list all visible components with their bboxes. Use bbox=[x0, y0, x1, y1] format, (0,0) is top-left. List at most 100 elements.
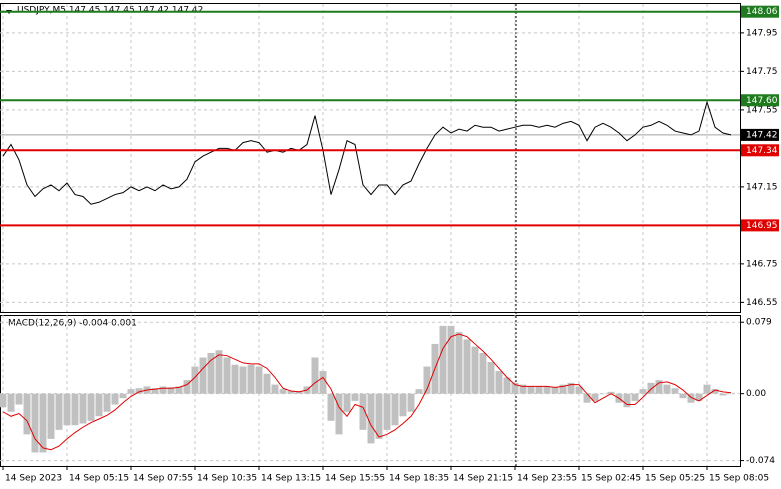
histogram-bar bbox=[247, 364, 255, 394]
histogram-bar bbox=[47, 393, 55, 439]
histogram-bar bbox=[79, 393, 87, 424]
histogram-bar bbox=[399, 393, 407, 417]
y-tick-label: 147.75 bbox=[746, 67, 778, 77]
y-tick-label: 147.95 bbox=[746, 28, 778, 38]
histogram-bar bbox=[343, 393, 351, 412]
x-tick-label: 14 Sep 15:55 bbox=[325, 474, 385, 484]
histogram-bar bbox=[223, 357, 231, 394]
histogram-bar bbox=[215, 350, 223, 394]
histogram-bar bbox=[263, 373, 271, 394]
level-label: 146.95 bbox=[746, 221, 778, 231]
y-tick-label: 146.55 bbox=[746, 298, 778, 308]
histogram-bar bbox=[367, 393, 375, 444]
price-panel bbox=[0, 3, 741, 313]
histogram-bar bbox=[591, 393, 599, 401]
histogram-bar bbox=[535, 386, 543, 394]
histogram-bar bbox=[495, 371, 503, 394]
histogram-bar bbox=[103, 393, 111, 412]
histogram-bar bbox=[95, 393, 103, 417]
histogram-bar bbox=[391, 393, 399, 426]
histogram-bar bbox=[479, 352, 487, 394]
histogram-bar bbox=[63, 393, 71, 426]
histogram-bar bbox=[231, 364, 239, 394]
histogram-bar bbox=[599, 393, 607, 395]
histogram-bar bbox=[583, 393, 591, 403]
x-tick-label: 14 Sep 13:15 bbox=[261, 474, 321, 484]
histogram-bar bbox=[655, 380, 663, 394]
level-label-box bbox=[741, 219, 779, 232]
histogram-bar bbox=[687, 393, 695, 403]
macd-panel bbox=[0, 315, 741, 467]
histogram-bar bbox=[207, 352, 215, 394]
histogram-bar bbox=[439, 325, 447, 394]
histogram-bar bbox=[135, 388, 143, 394]
histogram-bar bbox=[559, 384, 567, 394]
histogram-bar bbox=[31, 393, 39, 453]
histogram-bar bbox=[519, 384, 527, 394]
current-price-box bbox=[741, 128, 779, 141]
histogram-bar bbox=[167, 387, 175, 394]
histogram-bar bbox=[679, 393, 687, 399]
histogram-bar bbox=[575, 386, 583, 394]
histogram-bar bbox=[471, 346, 479, 394]
price-line bbox=[2, 100, 732, 205]
histogram-bar bbox=[639, 389, 647, 394]
histogram-bar bbox=[511, 382, 519, 394]
histogram-bar bbox=[671, 388, 679, 394]
histogram-bar bbox=[191, 366, 199, 394]
histogram-bar bbox=[415, 389, 423, 394]
y-tick-label: 146.75 bbox=[746, 259, 778, 269]
histogram-bar bbox=[631, 393, 639, 401]
histogram-bar bbox=[255, 366, 263, 394]
histogram-bar bbox=[127, 389, 135, 394]
x-tick-label: 14 Sep 21:15 bbox=[453, 474, 513, 484]
histogram-bar bbox=[7, 393, 15, 412]
macd-title: MACD(12,26,9) -0.004 0.001 bbox=[8, 319, 137, 329]
histogram-bar bbox=[719, 393, 727, 396]
y-tick-label: 0.00 bbox=[746, 389, 766, 399]
histogram-bar bbox=[407, 393, 415, 412]
level-label-box bbox=[741, 5, 779, 18]
histogram-bar bbox=[543, 386, 551, 394]
histogram-bar bbox=[183, 380, 191, 394]
current-price-label: 147.42 bbox=[746, 130, 778, 140]
x-tick-label: 14 Sep 10:35 bbox=[197, 474, 257, 484]
histogram-bar bbox=[695, 393, 703, 401]
level-label: 148.06 bbox=[746, 7, 778, 17]
histogram-bar bbox=[199, 357, 207, 394]
histogram-bar bbox=[311, 357, 319, 394]
histogram-bar bbox=[327, 393, 335, 421]
x-tick-label: 14 Sep 05:15 bbox=[69, 474, 129, 484]
x-tick-label: 14 Sep 2023 bbox=[5, 474, 62, 484]
histogram-bar bbox=[727, 393, 735, 395]
level-label: 147.34 bbox=[746, 146, 778, 156]
histogram-bar bbox=[623, 393, 631, 408]
histogram-bar bbox=[71, 393, 79, 426]
y-tick-label: 147.15 bbox=[746, 182, 778, 192]
y-tick-label: 0.079 bbox=[746, 318, 772, 328]
level-label: 147.60 bbox=[746, 96, 778, 106]
x-tick-label: 14 Sep 18:35 bbox=[389, 474, 449, 484]
histogram-bar bbox=[15, 393, 23, 405]
histogram-bar bbox=[287, 390, 295, 394]
histogram-bar bbox=[359, 393, 367, 430]
x-tick-label: 15 Sep 08:05 bbox=[709, 474, 769, 484]
histogram-bar bbox=[447, 325, 455, 394]
level-label-box bbox=[741, 144, 779, 157]
histogram-bar bbox=[423, 366, 431, 394]
signal-line bbox=[2, 333, 732, 451]
histogram-bar bbox=[0, 393, 7, 408]
histogram-bar bbox=[39, 393, 47, 453]
histogram-bar bbox=[503, 377, 511, 394]
histogram-bar bbox=[383, 393, 391, 430]
histogram-bar bbox=[351, 393, 359, 401]
x-tick-label: 14 Sep 23:55 bbox=[517, 474, 577, 484]
histogram-bar bbox=[87, 393, 95, 421]
histogram-bar bbox=[175, 386, 183, 394]
histogram-bar bbox=[703, 384, 711, 394]
x-tick-label: 15 Sep 02:45 bbox=[581, 474, 641, 484]
histogram-bar bbox=[487, 362, 495, 394]
y-tick-label: 147.55 bbox=[746, 105, 778, 115]
histogram-bar bbox=[55, 393, 63, 430]
